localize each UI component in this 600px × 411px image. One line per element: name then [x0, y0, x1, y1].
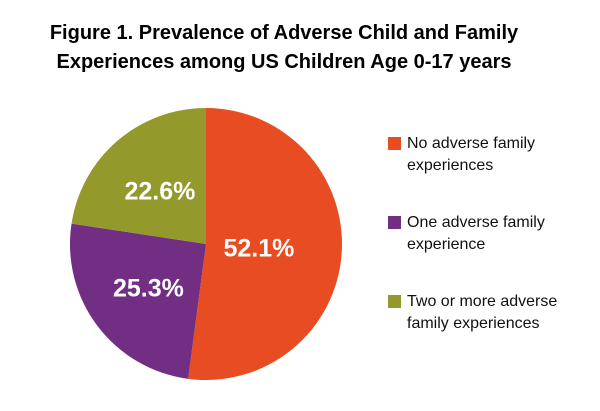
pie-label-0: 52.1% [223, 235, 294, 263]
figure-title: Figure 1. Prevalence of Adverse Child an… [0, 19, 568, 77]
legend-label-one-adverse: One adverse family experience [407, 214, 545, 253]
legend-item-two-or-more: Two or more adverse family experiences [388, 291, 569, 335]
pie-chart: 52.1% 25.3% 22.6% [70, 108, 342, 380]
legend-label-no-adverse: No adverse family experiences [407, 135, 536, 174]
pie-label-1: 25.3% [113, 274, 184, 302]
pie-label-2: 22.6% [124, 177, 195, 205]
legend-item-one-adverse: One adverse family experience [388, 212, 569, 256]
legend-label-two-or-more: Two or more adverse family experiences [407, 293, 558, 332]
pie-slice-0 [188, 108, 342, 380]
pie-slice-2 [71, 108, 206, 244]
legend-swatch-no-adverse-icon [388, 137, 401, 150]
legend-item-no-adverse: No adverse family experiences [388, 133, 569, 177]
figure-title-line2: Experiences among US Children Age 0-17 y… [56, 51, 512, 73]
figure-title-line1: Figure 1. Prevalence of Adverse Child an… [49, 22, 519, 44]
legend: No adverse family experiences One advers… [388, 133, 569, 370]
pie-slice-1 [70, 223, 206, 379]
legend-swatch-two-or-more-icon [388, 295, 401, 308]
legend-swatch-one-adverse-icon [388, 216, 401, 229]
